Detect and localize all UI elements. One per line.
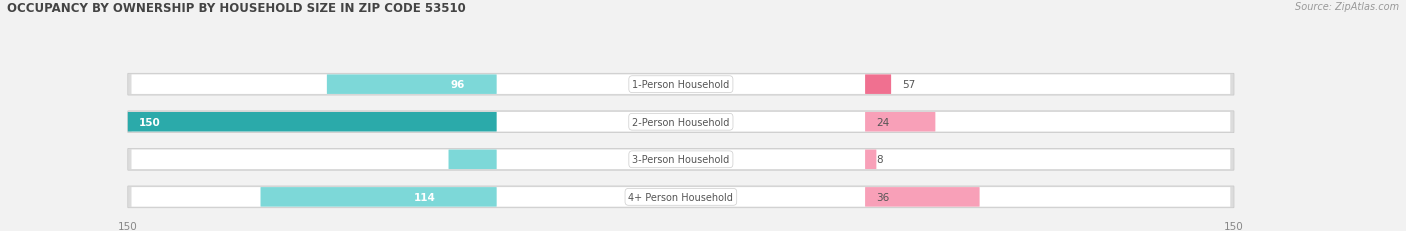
- Text: 150: 150: [139, 117, 160, 127]
- Text: 96: 96: [451, 80, 465, 90]
- Text: 114: 114: [413, 192, 436, 202]
- FancyBboxPatch shape: [260, 187, 496, 207]
- FancyBboxPatch shape: [128, 149, 1234, 170]
- Text: 1-Person Household: 1-Person Household: [633, 80, 730, 90]
- Text: 63: 63: [512, 155, 526, 165]
- Text: 4+ Person Household: 4+ Person Household: [628, 192, 734, 202]
- Text: 2-Person Household: 2-Person Household: [633, 117, 730, 127]
- Text: 36: 36: [876, 192, 890, 202]
- FancyBboxPatch shape: [128, 112, 496, 132]
- Text: 8: 8: [876, 155, 883, 165]
- Text: 24: 24: [876, 117, 890, 127]
- FancyBboxPatch shape: [865, 187, 980, 207]
- FancyBboxPatch shape: [128, 111, 1234, 133]
- FancyBboxPatch shape: [128, 186, 1234, 208]
- FancyBboxPatch shape: [132, 150, 1230, 169]
- Text: OCCUPANCY BY OWNERSHIP BY HOUSEHOLD SIZE IN ZIP CODE 53510: OCCUPANCY BY OWNERSHIP BY HOUSEHOLD SIZE…: [7, 2, 465, 15]
- Text: 57: 57: [903, 80, 915, 90]
- FancyBboxPatch shape: [132, 112, 1230, 132]
- FancyBboxPatch shape: [132, 75, 1230, 94]
- FancyBboxPatch shape: [865, 75, 891, 94]
- Text: Source: ZipAtlas.com: Source: ZipAtlas.com: [1295, 2, 1399, 12]
- FancyBboxPatch shape: [449, 150, 496, 169]
- Text: 3-Person Household: 3-Person Household: [633, 155, 730, 165]
- FancyBboxPatch shape: [326, 75, 496, 94]
- FancyBboxPatch shape: [128, 74, 1234, 96]
- FancyBboxPatch shape: [132, 187, 1230, 207]
- FancyBboxPatch shape: [865, 112, 935, 132]
- FancyBboxPatch shape: [865, 150, 876, 169]
